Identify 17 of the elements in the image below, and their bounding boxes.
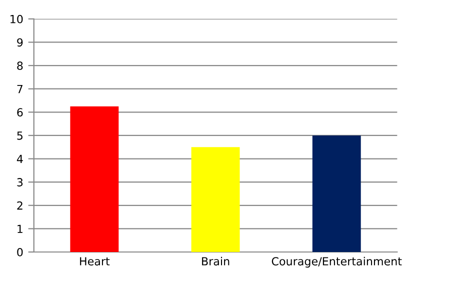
y-tick-label: 4	[16, 154, 23, 163]
bar	[191, 147, 240, 252]
y-tick-label: 7	[17, 84, 23, 94]
y-tick-label: 5	[17, 132, 22, 140]
y-tick-label: 6	[17, 108, 23, 117]
bar	[312, 135, 361, 252]
y-tick-label: 2	[17, 201, 22, 210]
x-tick-label: Heart	[80, 257, 110, 266]
x-tick-label: Brain	[202, 256, 230, 266]
x-tick-label: Courage/Entertainment	[272, 256, 402, 268]
y-tick-label: 0	[17, 248, 23, 256]
y-tick-label: 3	[17, 178, 23, 186]
y-tick-label: 9	[17, 38, 23, 47]
y-tick-label: 1	[18, 224, 22, 233]
bar	[70, 106, 119, 252]
y-tick-label: 10	[10, 14, 23, 24]
y-tick-label: 8	[17, 62, 23, 70]
